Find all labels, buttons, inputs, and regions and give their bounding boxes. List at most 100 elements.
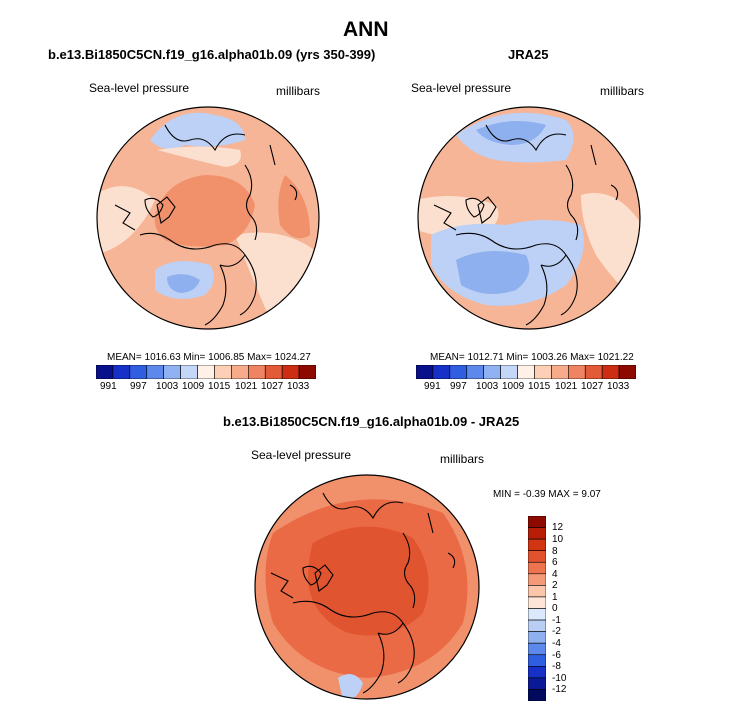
panel1-tick-1: 997 (130, 381, 147, 392)
panel2-tick-7: 1033 (607, 381, 630, 392)
panel2-colorbar-swatch-5 (500, 365, 518, 379)
panel1-variable-label: Sea-level pressure (89, 81, 190, 95)
panel1-colorbar-swatch-7 (214, 365, 232, 379)
main-title: ANN (343, 18, 389, 41)
panel2-colorbar-swatch-2 (449, 365, 468, 379)
panel2-colorbar-labels: 991 997 1003 1009 1015 1021 1027 1033 (416, 381, 636, 393)
panel3-variable-label: Sea-level pressure (251, 448, 352, 462)
panel3-colorbar (528, 516, 546, 701)
panel2-tick-5: 1021 (555, 381, 578, 392)
panel3-tick-8: -1 (552, 615, 561, 626)
panel2-colorbar-swatch-11 (601, 365, 620, 379)
panel3-tick-0: 12 (552, 522, 564, 533)
panel2-coastlines (433, 124, 619, 326)
panel2-colorbar (416, 365, 636, 379)
panel1-colorbar-swatch-8 (231, 365, 249, 379)
panel3-tick-13: -10 (552, 673, 567, 684)
panel1-colorbar-swatch-9 (248, 365, 266, 379)
panel3-colorbar-swatch-14 (528, 677, 546, 690)
panel3-colorbar-swatch-13 (528, 666, 546, 679)
panel1-colorbar-swatch-5 (180, 365, 198, 379)
panel3-map (254, 474, 480, 700)
panel3-colorbar-swatch-1 (528, 527, 546, 540)
panel2-colorbar-swatch-8 (551, 365, 569, 379)
panel1-colorbar-swatch-6 (197, 365, 215, 379)
panel1-tick-2: 1003 (156, 381, 179, 392)
panel2-title: JRA25 (508, 47, 549, 62)
panel2-map (417, 106, 641, 330)
panel3-colorbar-swatch-11 (528, 642, 546, 656)
panel3-tick-3: 6 (552, 557, 558, 568)
panel2-colorbar-swatch-7 (534, 365, 552, 379)
panel1-field-blue-north (150, 112, 245, 149)
panel3-units-label: millibars (440, 452, 485, 466)
panel3-stats: MIN = -0.39 MAX = 9.07 (493, 489, 601, 500)
panel3-map-border (254, 474, 480, 700)
panel2-colorbar-swatch-0 (416, 365, 434, 379)
panel2-map-border (417, 106, 641, 330)
panel1-colorbar-swatch-1 (112, 365, 131, 379)
panel2-colorbar-swatch-4 (483, 365, 501, 379)
panel2-colorbar-swatch-3 (466, 365, 484, 379)
panel1-colorbar-swatch-3 (146, 365, 164, 379)
panel1-colorbar-labels: 991 997 1003 1009 1015 1021 1027 1033 (96, 381, 316, 393)
panel3-colorbar-swatch-8 (528, 608, 546, 621)
panel1-field-blue-south-core (167, 274, 200, 293)
panel2-units-label: millibars (600, 84, 645, 98)
panel2-colorbar-swatch-10 (584, 365, 603, 379)
panel1-tick-5: 1021 (235, 381, 258, 392)
panel2-field-blue-south-core (456, 251, 530, 294)
panel1-colorbar-swatch-4 (163, 365, 181, 379)
panel3-colorbar-swatch-7 (528, 596, 546, 609)
panel1-coastlines (114, 124, 298, 326)
panel1-field-high-east (278, 175, 310, 239)
panel1-colorbar (96, 365, 316, 379)
panel3-field-blue-south (338, 674, 363, 699)
panel3-tick-12: -8 (552, 661, 561, 672)
panel3-colorbar-swatch-10 (528, 631, 546, 644)
panel1-stats: MEAN= 1016.63 Min= 1006.85 Max= 1024.27 (107, 352, 311, 363)
panel2-colorbar-swatch-1 (432, 365, 451, 379)
panel1-colorbar-swatch-0 (96, 365, 114, 379)
panel3-colorbar-swatch-4 (528, 561, 546, 575)
panel3-colorbar-swatch-12 (528, 654, 546, 667)
panel3-tick-7: 0 (552, 603, 558, 614)
panel3-tick-4: 4 (552, 569, 558, 580)
panel2-tick-0: 991 (424, 381, 441, 392)
panel2-colorbar-swatch-12 (618, 365, 636, 379)
panel2-colorbar-swatch-6 (517, 365, 535, 379)
panel3-colorbar-swatch-0 (528, 516, 546, 528)
panel3-colorbar-swatch-15 (528, 689, 546, 701)
panel1-colorbar-swatch-10 (264, 365, 283, 379)
panel2-tick-2: 1003 (476, 381, 499, 392)
panel3-tick-14: -12 (552, 684, 567, 695)
panel1-field-high (154, 175, 255, 247)
panel3-tick-2: 8 (552, 546, 558, 557)
panel3-title: b.e13.Bi1850C5CN.f19_g16.alpha01b.09 - J… (223, 414, 520, 429)
panel3-field-high-core (308, 526, 429, 636)
panel3-tick-1: 10 (552, 534, 564, 545)
panel1-tick-6: 1027 (261, 381, 284, 392)
panel3-tick-10: -4 (552, 638, 561, 649)
panel1-title: b.e13.Bi1850C5CN.f19_g16.alpha01b.09 (yr… (48, 47, 376, 62)
panel3-colorbar-labels: 12 10 8 6 4 2 1 0 -1 -2 -4 -6 -8 -10 -12 (552, 516, 582, 706)
panel2-field-blue-north-core (476, 121, 546, 145)
panel3-coastlines (270, 492, 456, 694)
panel3-colorbar-swatch-9 (528, 619, 546, 632)
panel1-tick-3: 1009 (182, 381, 205, 392)
panel3-colorbar-swatch-5 (528, 573, 546, 586)
panel2-tick-1: 997 (450, 381, 467, 392)
panel1-units-label: millibars (276, 84, 321, 98)
panel2-colorbar-swatch-9 (568, 365, 586, 379)
panel1-map-border (96, 106, 320, 330)
panel2-variable-label: Sea-level pressure (411, 81, 512, 95)
panel3-tick-9: -2 (552, 626, 561, 637)
panel2-tick-3: 1009 (502, 381, 525, 392)
panel1-colorbar-swatch-2 (129, 365, 148, 379)
panel1-colorbar-swatch-12 (298, 365, 316, 379)
panel3-colorbar-swatch-3 (528, 550, 546, 563)
panel2-stats: MEAN= 1012.71 Min= 1003.26 Max= 1021.22 (430, 352, 634, 363)
panel1-tick-7: 1033 (287, 381, 310, 392)
panel1-colorbar-swatch-11 (281, 365, 300, 379)
panel3-colorbar-swatch-2 (528, 538, 546, 551)
